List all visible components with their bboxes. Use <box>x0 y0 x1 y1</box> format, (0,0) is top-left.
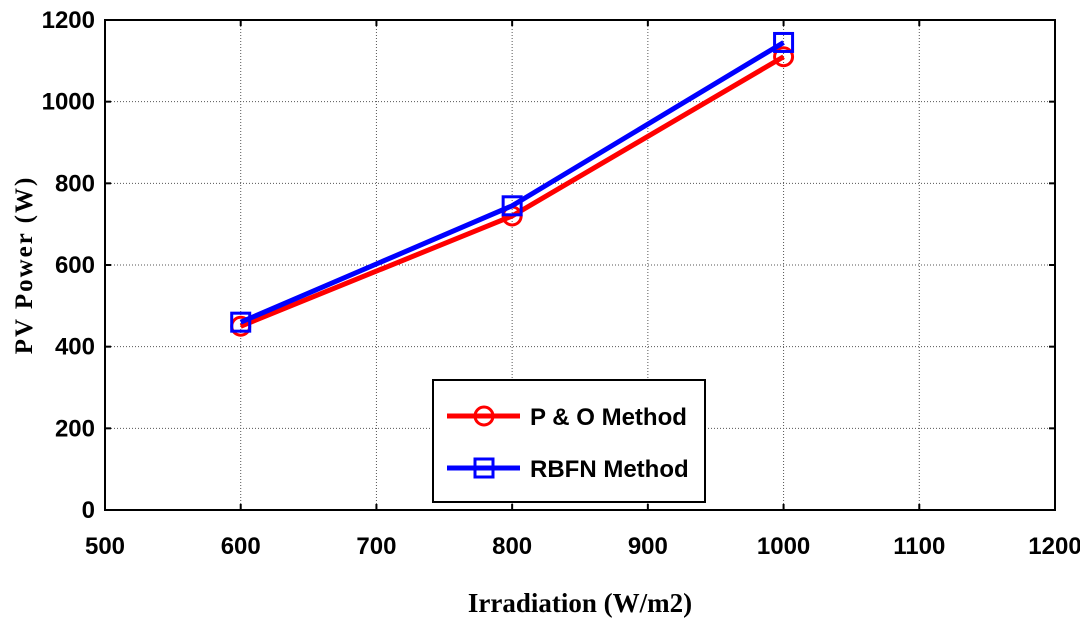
x-tick-label: 800 <box>492 533 532 560</box>
x-tick-label: 600 <box>221 533 261 560</box>
y-tick-label: 0 <box>82 497 95 524</box>
x-tick-label: 900 <box>628 533 668 560</box>
legend-label-rbfn: RBFN Method <box>530 456 689 483</box>
y-axis-label: PV Power (W) <box>11 176 38 355</box>
y-tick-labels: 0 200 400 600 800 1000 1200 <box>42 7 95 524</box>
x-tick-label: 1200 <box>1028 533 1080 560</box>
y-tick-label: 200 <box>55 415 95 442</box>
legend-box <box>433 380 705 502</box>
x-tick-label: 1100 <box>893 533 945 560</box>
x-axis-label: Irradiation (W/m2) <box>468 588 692 618</box>
x-tick-label: 500 <box>85 533 125 560</box>
x-tick-labels: 500 600 700 800 900 1000 1100 1200 <box>85 533 1080 560</box>
y-tick-label: 800 <box>55 170 95 197</box>
x-tick-label: 1000 <box>757 533 810 560</box>
legend-label-po: P & O Method <box>530 404 687 431</box>
legend: P & O Method RBFN Method <box>433 380 705 502</box>
y-tick-label: 400 <box>55 334 95 361</box>
y-tick-label: 1000 <box>42 89 95 116</box>
y-tick-label: 1200 <box>42 7 95 34</box>
y-tick-label: 600 <box>55 252 95 279</box>
x-tick-label: 700 <box>356 533 396 560</box>
